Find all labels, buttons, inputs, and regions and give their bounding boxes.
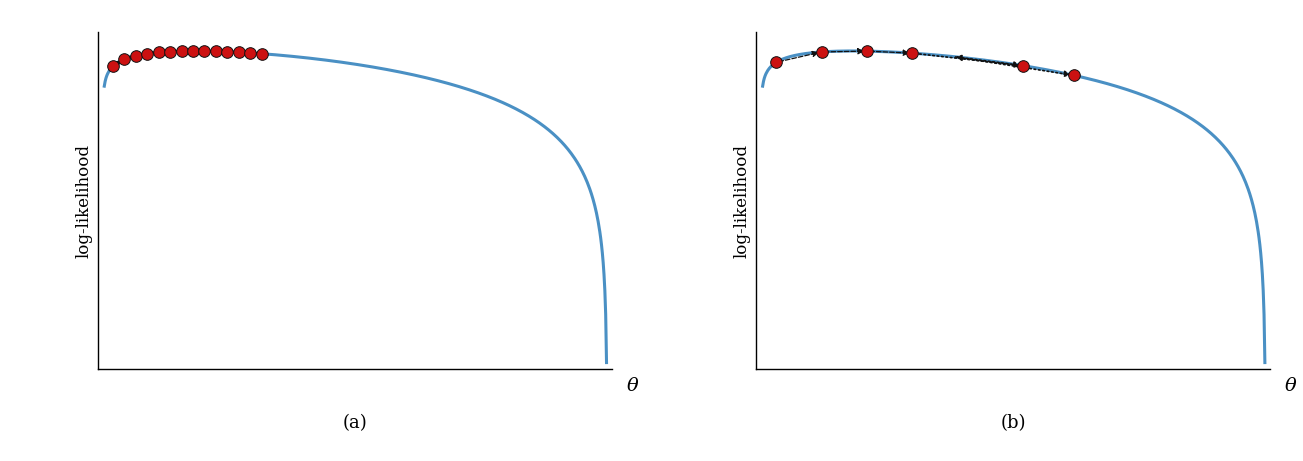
Point [194, 47, 215, 55]
Point [216, 48, 237, 55]
Point [1063, 71, 1084, 79]
Y-axis label: log-likelihood: log-likelihood [76, 143, 93, 258]
Point [160, 48, 181, 55]
Point [149, 48, 169, 56]
Point [125, 52, 146, 59]
Point [766, 59, 787, 66]
Point [251, 50, 272, 57]
Point [240, 49, 261, 57]
Point [182, 47, 203, 55]
Text: θ: θ [1285, 377, 1296, 395]
Text: (b): (b) [1001, 414, 1025, 431]
Point [856, 47, 877, 55]
Text: (a): (a) [343, 414, 367, 431]
Point [137, 50, 158, 57]
Point [206, 47, 227, 55]
Point [103, 63, 124, 70]
Point [171, 47, 192, 55]
Y-axis label: log-likelihood: log-likelihood [734, 143, 751, 258]
Point [902, 49, 923, 57]
Point [228, 48, 249, 56]
Point [1012, 62, 1033, 70]
Point [812, 48, 833, 56]
Text: θ: θ [627, 377, 638, 395]
Point [113, 55, 134, 63]
